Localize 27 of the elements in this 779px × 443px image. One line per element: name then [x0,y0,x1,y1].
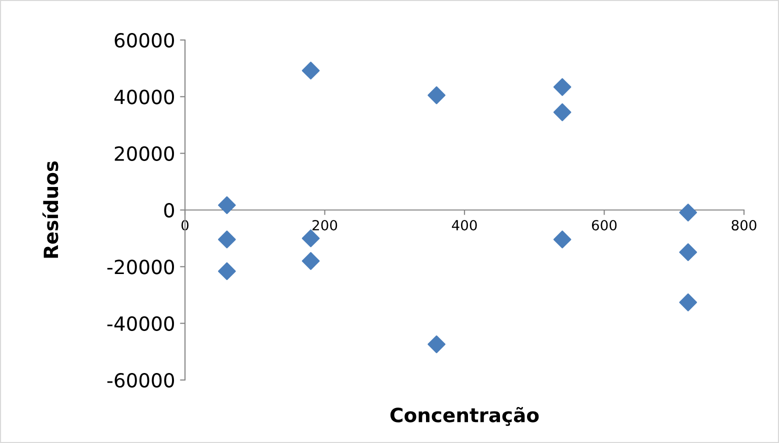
x-tick-label: 600 [592,220,617,230]
point [679,204,698,222]
point [218,230,236,248]
point [553,230,572,248]
y-tick-label: 40000 [114,90,174,104]
point [218,262,236,280]
point [553,78,572,96]
y-tick-label: -60000 [107,372,174,388]
point [302,62,320,80]
y-tick-label: -40000 [107,316,174,331]
x-tick-label: 200 [312,220,338,230]
y-tick-label: 0 [164,202,174,218]
x-tick-label: 800 [732,220,756,230]
y-tick-label: -20000 [107,260,174,274]
y-tick-label: 60000 [114,32,174,48]
x-tick-label: 400 [452,220,477,230]
x-axis-title: Concentração [390,406,539,426]
y-tick-label: 20000 [114,146,174,161]
point [553,103,572,122]
y-axis-title: Resíduos [42,161,58,258]
point [218,196,236,214]
point [428,335,446,354]
point [302,252,320,270]
point [428,86,446,104]
point [679,293,698,312]
point [679,243,698,262]
point [302,229,320,248]
